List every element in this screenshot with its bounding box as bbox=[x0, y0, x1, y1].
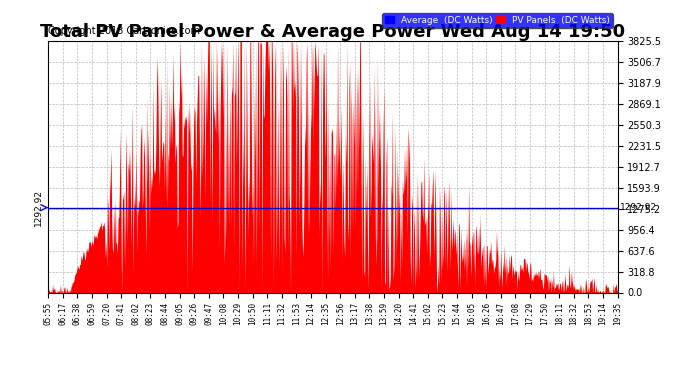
Title: Total PV Panel Power & Average Power Wed Aug 14 19:50: Total PV Panel Power & Average Power Wed… bbox=[40, 23, 626, 41]
Text: Copyright 2013 Cartronics.com: Copyright 2013 Cartronics.com bbox=[48, 26, 200, 36]
Text: 1292.92: 1292.92 bbox=[34, 189, 43, 226]
Text: 1292.92: 1292.92 bbox=[620, 203, 658, 212]
Legend: Average  (DC Watts), PV Panels  (DC Watts): Average (DC Watts), PV Panels (DC Watts) bbox=[382, 13, 613, 27]
